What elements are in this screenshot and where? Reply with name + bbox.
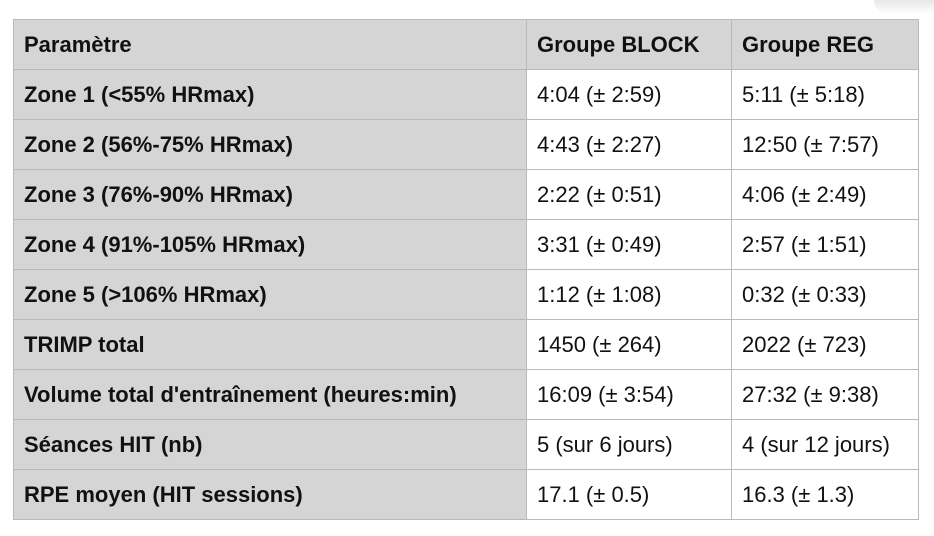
row-label: RPE moyen (HIT sessions) [13,469,527,520]
table-row: Séances HIT (nb) 5 (sur 6 jours) 4 (sur … [13,419,919,470]
table-row: RPE moyen (HIT sessions) 17.1 (± 0.5) 16… [13,469,919,520]
row-label: Zone 1 (<55% HRmax) [13,69,527,120]
block-value: 16:09 (± 3:54) [526,369,732,420]
reg-value: 0:32 (± 0:33) [731,269,919,320]
row-label: Zone 4 (91%-105% HRmax) [13,219,527,270]
block-value: 3:31 (± 0:49) [526,219,732,270]
table-row: Zone 3 (76%-90% HRmax) 2:22 (± 0:51) 4:0… [13,169,919,220]
reg-value: 2022 (± 723) [731,319,919,370]
reg-value: 12:50 (± 7:57) [731,119,919,170]
row-label: Volume total d'entraînement (heures:min) [13,369,527,420]
table-row: TRIMP total 1450 (± 264) 2022 (± 723) [13,319,919,370]
reg-value: 16.3 (± 1.3) [731,469,919,520]
reg-value: 5:11 (± 5:18) [731,69,919,120]
block-value: 4:43 (± 2:27) [526,119,732,170]
header-groupe-block: Groupe BLOCK [526,19,732,70]
row-label: Zone 5 (>106% HRmax) [13,269,527,320]
header-parametre: Paramètre [13,19,527,70]
reg-value: 2:57 (± 1:51) [731,219,919,270]
block-value: 17.1 (± 0.5) [526,469,732,520]
header-groupe-reg: Groupe REG [731,19,919,70]
window-corner-shadow [874,0,934,14]
block-value: 4:04 (± 2:59) [526,69,732,120]
row-label: TRIMP total [13,319,527,370]
reg-value: 4:06 (± 2:49) [731,169,919,220]
block-value: 1450 (± 264) [526,319,732,370]
table-row: Volume total d'entraînement (heures:min)… [13,369,919,420]
row-label: Zone 3 (76%-90% HRmax) [13,169,527,220]
parameters-table: Paramètre Groupe BLOCK Groupe REG Zone 1… [13,19,919,520]
block-value: 1:12 (± 1:08) [526,269,732,320]
block-value: 5 (sur 6 jours) [526,419,732,470]
reg-value: 4 (sur 12 jours) [731,419,919,470]
table-header-row: Paramètre Groupe BLOCK Groupe REG [13,19,919,70]
row-label: Zone 2 (56%-75% HRmax) [13,119,527,170]
row-label: Séances HIT (nb) [13,419,527,470]
table-row: Zone 5 (>106% HRmax) 1:12 (± 1:08) 0:32 … [13,269,919,320]
table-row: Zone 1 (<55% HRmax) 4:04 (± 2:59) 5:11 (… [13,69,919,120]
reg-value: 27:32 (± 9:38) [731,369,919,420]
block-value: 2:22 (± 0:51) [526,169,732,220]
table-row: Zone 4 (91%-105% HRmax) 3:31 (± 0:49) 2:… [13,219,919,270]
table-row: Zone 2 (56%-75% HRmax) 4:43 (± 2:27) 12:… [13,119,919,170]
